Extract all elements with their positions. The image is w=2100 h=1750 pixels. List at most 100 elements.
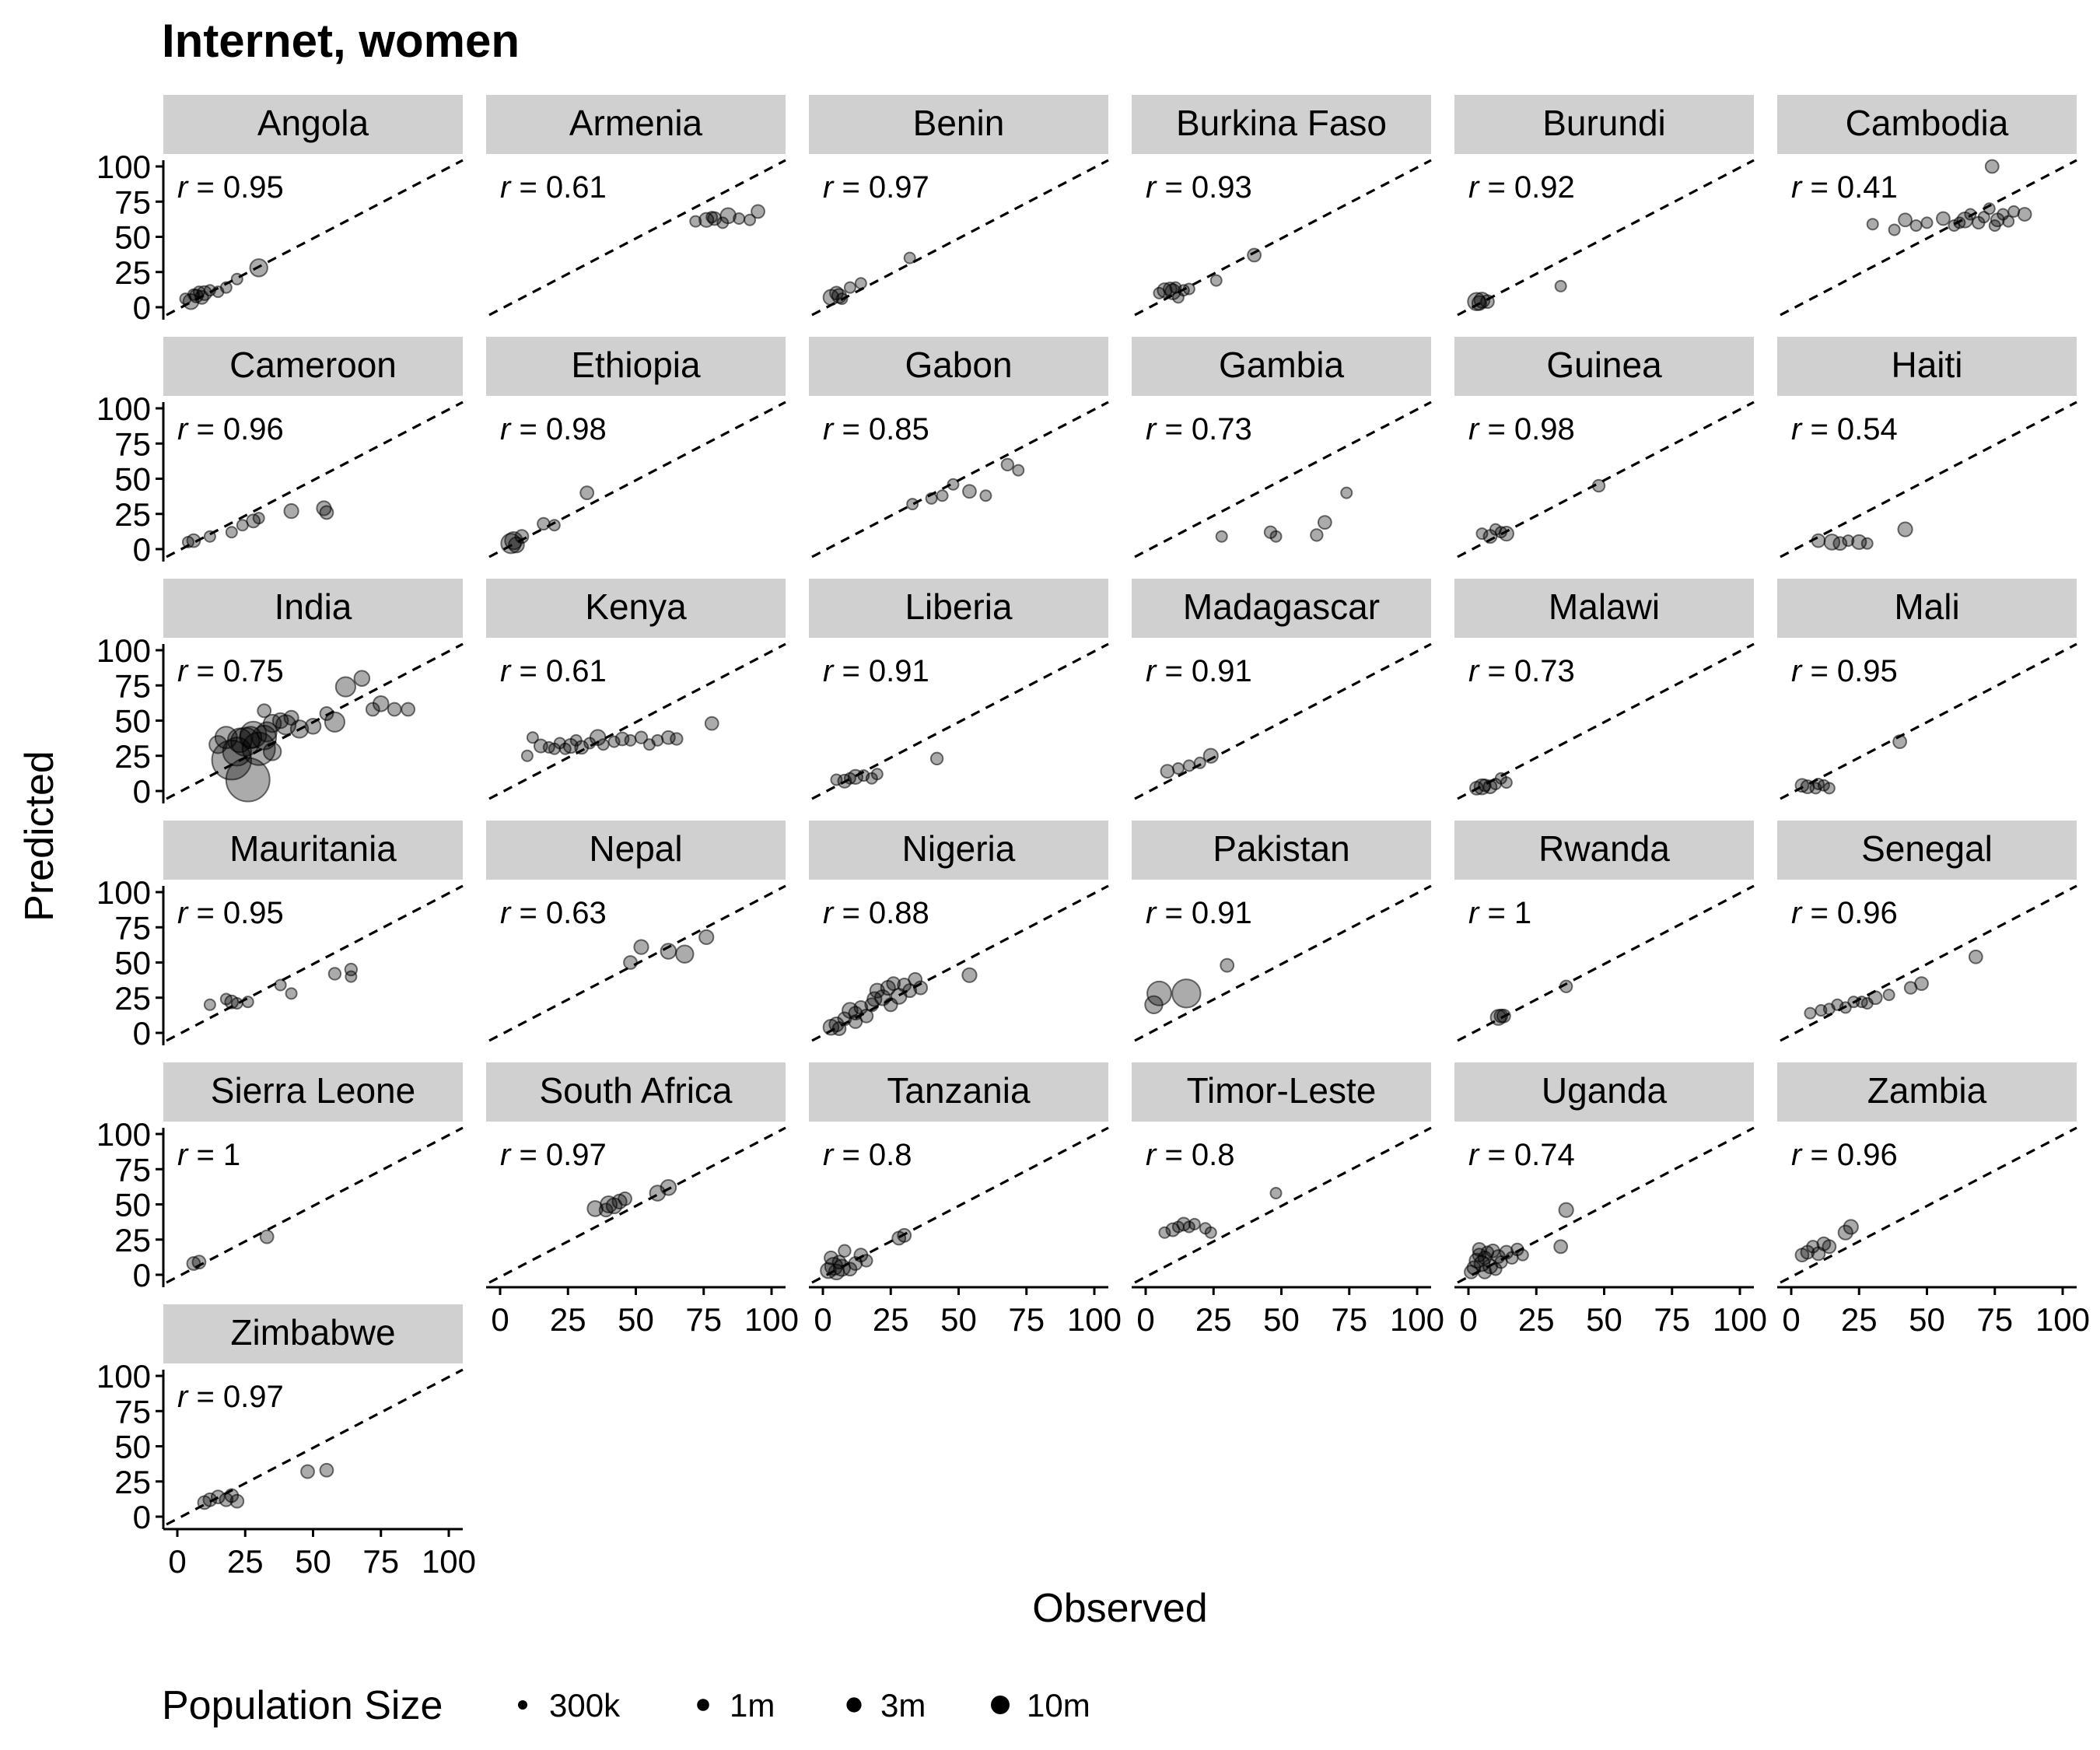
- y-tick-label: 0: [133, 1499, 151, 1535]
- data-point: [208, 735, 228, 754]
- correlation-value: = 0.73: [1156, 412, 1251, 446]
- identity-line: [1457, 642, 1755, 800]
- data-point: [962, 484, 977, 499]
- data-point: [586, 1200, 604, 1217]
- correlation-value: = 0.91: [1156, 654, 1251, 688]
- data-point: [229, 1493, 245, 1509]
- data-point: [623, 955, 638, 970]
- correlation-label: r = 1: [1468, 896, 1531, 930]
- facet-strip-label: Liberia: [905, 586, 1013, 627]
- facet-strip-label: Rwanda: [1538, 828, 1670, 869]
- data-point: [870, 768, 884, 781]
- facet-strip: [1454, 337, 1754, 396]
- data-point: [1500, 776, 1513, 789]
- correlation-symbol: r: [500, 412, 512, 446]
- data-point: [925, 492, 938, 505]
- correlation-label: r = 0.8: [1146, 1138, 1235, 1172]
- correlation-label: r = 0.61: [500, 654, 607, 688]
- identity-line: [488, 401, 786, 558]
- x-tick-label: 100: [422, 1543, 476, 1580]
- data-point: [300, 1464, 315, 1479]
- data-point: [1936, 211, 1951, 226]
- data-point: [249, 258, 268, 278]
- correlation-symbol: r: [1146, 896, 1157, 930]
- correlation-value: = 0.41: [1801, 170, 1897, 205]
- y-tick-label: 0: [133, 1257, 151, 1293]
- facet-strip: [1132, 1062, 1431, 1122]
- identity-line: [488, 159, 786, 317]
- correlation-symbol: r: [177, 412, 189, 446]
- correlation-value: = 0.95: [1801, 654, 1897, 688]
- facet-panel: Pakistan r = 0.91: [1132, 821, 1432, 1042]
- facet-panel: Nepal r = 0.63: [486, 821, 786, 1042]
- data-point: [1842, 534, 1855, 548]
- correlation-value: = 0.92: [1479, 170, 1574, 205]
- data-point: [1822, 1239, 1837, 1255]
- correlation-label: r = 0.97: [823, 170, 929, 205]
- y-tick-label: 50: [114, 219, 151, 256]
- correlation-symbol: r: [177, 170, 189, 205]
- data-point: [906, 498, 919, 511]
- correlation-symbol: r: [1791, 170, 1803, 205]
- facet-strip-label: Sierra Leone: [211, 1070, 415, 1111]
- identity-line: [1457, 159, 1755, 317]
- x-tick-label: 100: [1713, 1301, 1767, 1338]
- correlation-symbol: r: [177, 1380, 189, 1414]
- identity-line: [166, 401, 464, 558]
- data-point: [1984, 159, 2000, 174]
- facet-strip-label: Ethiopia: [571, 345, 701, 385]
- x-tick-label: 75: [1008, 1301, 1045, 1338]
- data-point: [719, 207, 737, 225]
- data-point: [241, 996, 254, 1009]
- data-point: [202, 1492, 218, 1507]
- correlation-value: = 0.97: [833, 170, 929, 205]
- x-tick-label: 100: [744, 1301, 799, 1338]
- data-point: [1171, 762, 1185, 775]
- legend-entry-label: 10m: [1027, 1687, 1090, 1724]
- data-point: [203, 530, 216, 543]
- data-point: [1914, 976, 1929, 992]
- facet-strip-label: Benin: [913, 103, 1005, 143]
- x-tick-label: 0: [168, 1543, 186, 1580]
- data-point: [848, 1256, 863, 1271]
- facet-strip-label: Madagascar: [1183, 586, 1380, 627]
- data-point: [186, 533, 201, 548]
- correlation-symbol: r: [177, 654, 189, 688]
- x-tick-label: 50: [940, 1301, 977, 1338]
- facet-strip: [163, 579, 463, 638]
- data-point: [1477, 1264, 1493, 1279]
- correlation-value: = 0.61: [510, 170, 606, 205]
- data-point: [1558, 1202, 1574, 1218]
- correlation-label: r = 0.95: [1791, 654, 1898, 688]
- data-point: [1968, 949, 1983, 964]
- data-point: [259, 1229, 275, 1244]
- data-point: [1897, 521, 1913, 537]
- data-point: [387, 702, 402, 717]
- facet-strip: [1777, 337, 2077, 396]
- data-point: [634, 730, 649, 744]
- correlation-symbol: r: [1791, 412, 1803, 446]
- y-tick-label: 75: [114, 1151, 151, 1188]
- facet-strip: [163, 1304, 463, 1363]
- y-tick-label: 75: [114, 909, 151, 946]
- data-point: [689, 215, 702, 228]
- facet-strip: [1454, 821, 1754, 880]
- y-axis-title: Predicted: [17, 751, 62, 922]
- data-point: [1164, 283, 1181, 300]
- correlation-label: r = 0.88: [823, 896, 929, 930]
- facet-strip: [1454, 1062, 1754, 1122]
- data-point: [1559, 979, 1573, 993]
- correlation-symbol: r: [1468, 1138, 1480, 1172]
- x-tick-label: 75: [362, 1543, 399, 1580]
- data-point: [1794, 778, 1810, 793]
- identity-line: [1134, 401, 1432, 558]
- data-point: [537, 516, 551, 531]
- data-point: [843, 281, 856, 294]
- data-point: [230, 996, 243, 1010]
- data-point: [1866, 218, 1879, 231]
- data-point: [1471, 295, 1488, 311]
- facet-strip: [1777, 579, 2077, 638]
- correlation-value: = 0.8: [1156, 1138, 1234, 1172]
- data-point: [1882, 989, 1895, 1002]
- facet-strip: [163, 95, 463, 154]
